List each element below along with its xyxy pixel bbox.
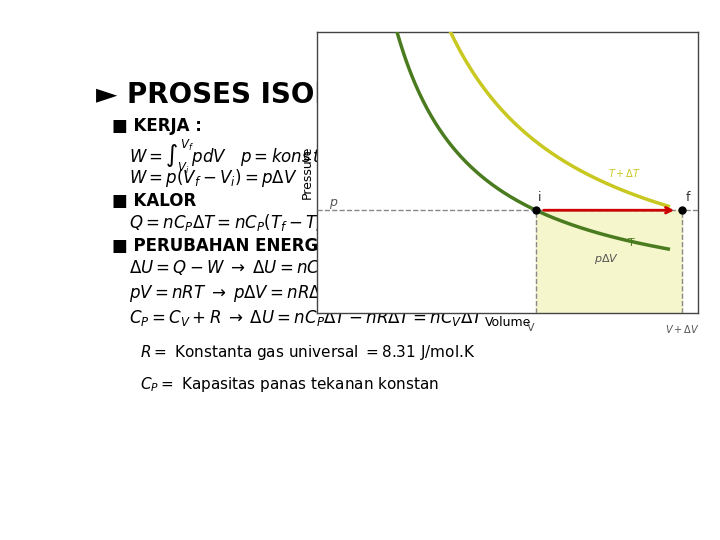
Text: ■ KERJA :: ■ KERJA :	[112, 117, 202, 135]
Text: $W = \int_{V_i}^{V_f} pdV \quad p = kons\,tan$: $W = \int_{V_i}^{V_f} pdV \quad p = kons…	[129, 138, 341, 176]
Text: p: p	[329, 197, 337, 210]
Text: ■ KALOR: ■ KALOR	[112, 192, 197, 210]
Text: $R = $ Konstanta gas universal $ = 8.31$ J/mol.K: $R = $ Konstanta gas universal $ = 8.31$…	[140, 343, 476, 362]
Text: ► PROSES ISOBARIK: ► PROSES ISOBARIK	[96, 82, 410, 110]
X-axis label: Volume: Volume	[485, 316, 531, 329]
Text: $W = p(V_f - V_i) = p\Delta V$: $W = p(V_f - V_i) = p\Delta V$	[129, 167, 297, 188]
Text: $C_P = $ Kapasitas panas tekanan konstan: $C_P = $ Kapasitas panas tekanan konstan	[140, 375, 439, 394]
Text: $C_P = C_V + R \;\rightarrow\; \Delta U = nC_P\Delta T - nR\Delta T = nC_V\Delta: $C_P = C_V + R \;\rightarrow\; \Delta U …	[129, 308, 485, 328]
Text: $V+\Delta V$: $V+\Delta V$	[665, 322, 699, 335]
Text: ■ PERUBAHAN ENERGI DALAM :: ■ PERUBAHAN ENERGI DALAM :	[112, 238, 410, 255]
Y-axis label: Pressure: Pressure	[301, 146, 314, 199]
Text: $Q = nC_P\Delta T = nC_P(T_f - T_i)$: $Q = nC_P\Delta T = nC_P(T_f - T_i)$	[129, 212, 326, 233]
Text: $p\Delta V$: $p\Delta V$	[594, 252, 618, 266]
Text: T: T	[628, 238, 635, 248]
Text: V: V	[527, 322, 535, 333]
Text: i: i	[538, 191, 541, 204]
Text: $pV = nRT \;\rightarrow\; p\Delta V = nR\Delta T$: $pV = nRT \;\rightarrow\; p\Delta V = nR…	[129, 283, 333, 304]
Text: $T+\Delta T$: $T+\Delta T$	[608, 167, 642, 179]
Text: $\Delta U = Q - W \;\rightarrow\; \Delta U = nC_P\Delta T - p\Delta V$: $\Delta U = Q - W \;\rightarrow\; \Delta…	[129, 258, 404, 279]
Text: f: f	[686, 191, 690, 204]
